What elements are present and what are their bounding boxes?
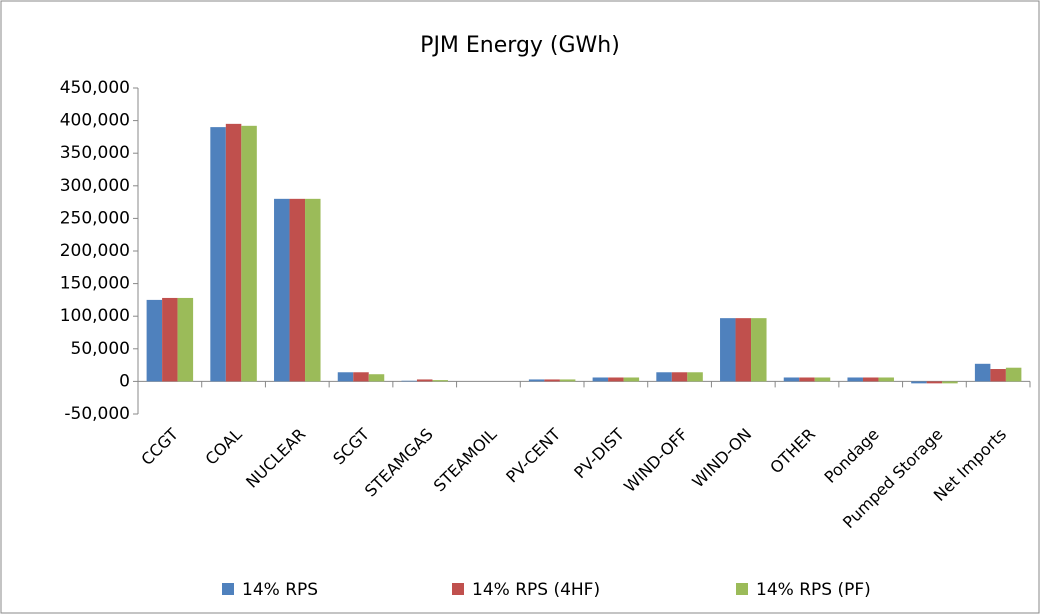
bar <box>289 198 306 382</box>
bar <box>608 377 624 382</box>
legend-swatch <box>452 583 464 595</box>
bar <box>656 372 672 382</box>
y-tick-label: 150,000 <box>60 274 130 294</box>
y-tick-label: 50,000 <box>71 339 130 359</box>
legend-swatch <box>222 583 234 595</box>
chart-title: PJM Energy (GWh) <box>420 33 620 58</box>
bar <box>847 377 863 382</box>
bar <box>416 379 433 382</box>
bar <box>814 377 831 382</box>
y-tick-label: -50,000 <box>64 404 130 424</box>
bar <box>528 379 545 382</box>
bar <box>177 297 194 382</box>
bar <box>146 299 163 382</box>
bar <box>942 381 958 384</box>
bar <box>305 198 321 382</box>
bar <box>162 297 178 382</box>
bar <box>974 363 991 382</box>
legend-label: 14% RPS <box>242 580 318 600</box>
legend-swatch <box>736 583 748 595</box>
bar <box>210 127 226 382</box>
bar <box>432 380 448 382</box>
y-tick-label: 100,000 <box>60 306 130 326</box>
y-tick-label: 300,000 <box>60 176 130 196</box>
bar <box>720 318 736 382</box>
y-tick-label: 200,000 <box>60 241 130 261</box>
bar <box>911 381 927 384</box>
bar <box>337 372 354 382</box>
y-tick-label: 350,000 <box>60 143 130 163</box>
y-tick-label: 0 <box>119 371 130 391</box>
bar <box>990 369 1006 382</box>
bar <box>559 379 576 382</box>
bar <box>592 377 609 382</box>
legend-label: 14% RPS (4HF) <box>472 580 600 600</box>
bar <box>544 379 560 382</box>
bar <box>878 377 894 382</box>
bar <box>751 318 767 382</box>
bar <box>799 377 815 382</box>
bar <box>623 377 640 382</box>
bar <box>368 374 385 382</box>
bar <box>225 123 242 382</box>
bar <box>671 372 688 382</box>
bar <box>783 377 800 382</box>
y-tick-label: 400,000 <box>60 111 130 131</box>
bar <box>862 377 879 382</box>
bar <box>735 318 752 382</box>
y-tick-label: 450,000 <box>60 78 130 98</box>
bar <box>353 372 369 382</box>
bar <box>401 380 417 382</box>
bar <box>926 381 943 384</box>
y-tick-label: 250,000 <box>60 208 130 228</box>
bar <box>687 372 703 382</box>
legend-label: 14% RPS (PF) <box>756 580 871 600</box>
bar <box>274 198 290 382</box>
bar <box>1005 367 1022 382</box>
bar <box>241 125 257 382</box>
